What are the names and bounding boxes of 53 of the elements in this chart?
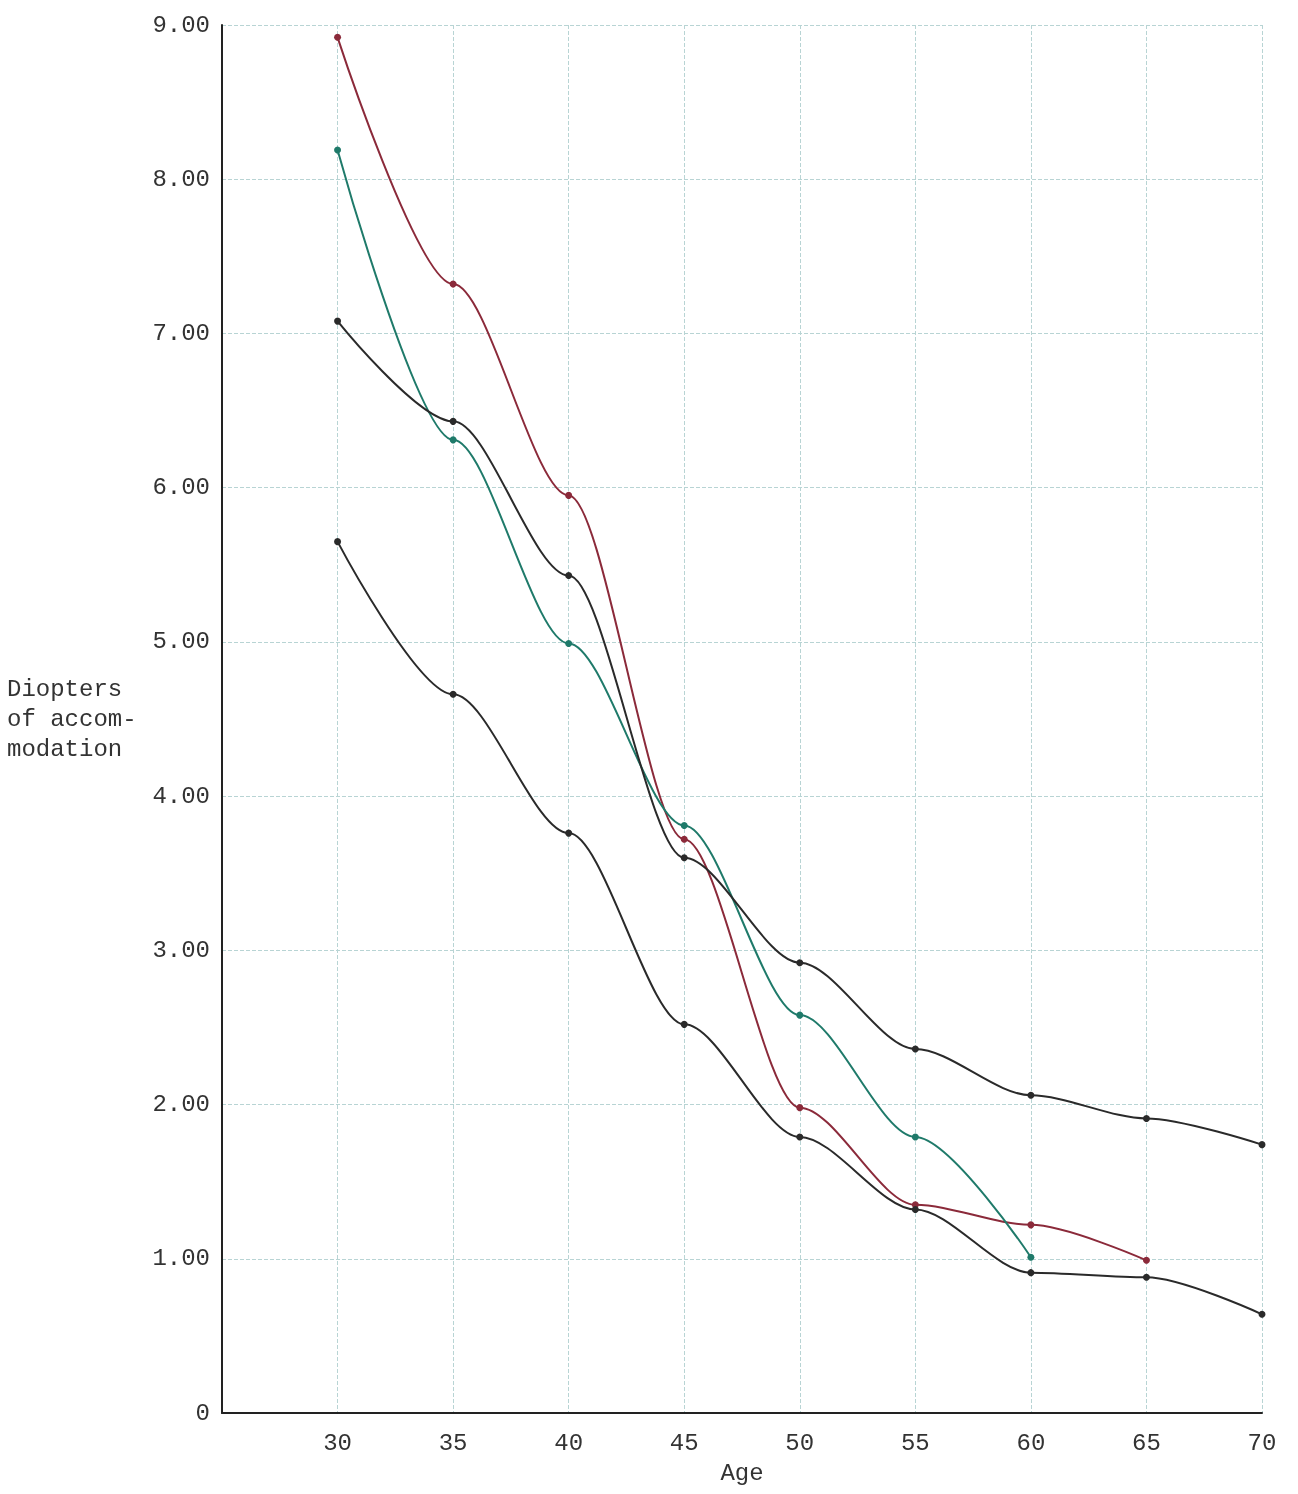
point bbox=[334, 317, 342, 325]
point bbox=[449, 280, 457, 288]
point bbox=[1142, 1114, 1150, 1122]
x-tick-label: 30 bbox=[323, 1429, 352, 1457]
y-tick-label: 5.00 bbox=[152, 628, 210, 656]
point bbox=[1027, 1221, 1035, 1229]
x-tick-label: 40 bbox=[554, 1429, 584, 1457]
point bbox=[449, 436, 457, 444]
point bbox=[680, 1020, 688, 1028]
point bbox=[1027, 1091, 1035, 1099]
x-tick-label: 70 bbox=[1247, 1429, 1277, 1457]
point bbox=[911, 1133, 919, 1141]
point bbox=[565, 572, 573, 580]
point bbox=[334, 146, 342, 154]
point bbox=[1142, 1256, 1150, 1264]
y-tick-label: 0 bbox=[195, 1399, 210, 1427]
y-tick-label: 8.00 bbox=[152, 165, 210, 193]
point bbox=[796, 1133, 804, 1141]
x-axis-title: Age bbox=[720, 1459, 764, 1487]
x-tick-label: 60 bbox=[1016, 1429, 1046, 1457]
y-tick-label: 6.00 bbox=[152, 474, 210, 502]
point bbox=[796, 959, 804, 967]
point bbox=[680, 835, 688, 843]
y-axis-title: Diopters of accom- modation bbox=[7, 675, 137, 763]
y-tick-label: 3.00 bbox=[152, 936, 210, 964]
point bbox=[565, 829, 573, 837]
x-tick-label: 35 bbox=[438, 1429, 468, 1457]
point bbox=[1258, 1141, 1266, 1149]
x-tick-label: 45 bbox=[669, 1429, 699, 1457]
x-tick-label: 65 bbox=[1132, 1429, 1161, 1457]
point bbox=[1027, 1253, 1035, 1261]
point bbox=[680, 821, 688, 829]
x-tick-label: 50 bbox=[785, 1429, 815, 1457]
y-tick-label: 1.00 bbox=[152, 1245, 210, 1273]
point bbox=[449, 417, 457, 425]
point bbox=[1258, 1310, 1266, 1318]
point bbox=[449, 690, 457, 698]
y-tick-label: 2.00 bbox=[152, 1091, 210, 1119]
x-tick-label: 55 bbox=[900, 1429, 930, 1457]
point bbox=[334, 33, 342, 41]
y-tick-label: 4.00 bbox=[152, 782, 210, 810]
point bbox=[1142, 1273, 1150, 1281]
point bbox=[911, 1205, 919, 1213]
point bbox=[796, 1104, 804, 1112]
point bbox=[334, 538, 342, 546]
y-tick-label: 7.00 bbox=[152, 319, 210, 347]
point bbox=[565, 639, 573, 647]
point bbox=[565, 491, 573, 499]
point bbox=[680, 854, 688, 862]
y-tick-label: 9.00 bbox=[152, 11, 210, 39]
point bbox=[911, 1045, 919, 1053]
point bbox=[796, 1011, 804, 1019]
point bbox=[1027, 1269, 1035, 1277]
